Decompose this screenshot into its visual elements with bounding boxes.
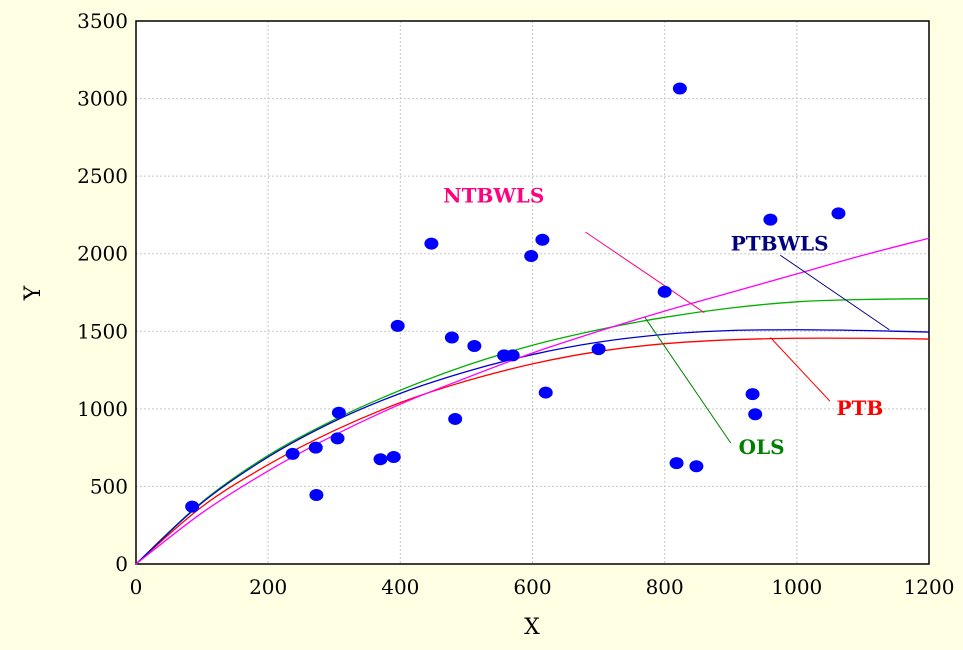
data-point	[689, 460, 704, 473]
x-tick-label: 800	[646, 575, 684, 599]
data-point	[524, 250, 539, 263]
y-tick-label: 1500	[77, 319, 128, 343]
annotation-line-ols	[644, 317, 732, 444]
data-point	[672, 82, 687, 95]
y-tick-label: 500	[90, 474, 128, 498]
series-label-ptb: PTB	[836, 396, 883, 420]
fitted-curves	[135, 237, 930, 565]
data-point	[763, 213, 778, 226]
grid-lines	[136, 21, 929, 564]
data-points	[185, 82, 846, 513]
y-axis-label: Y	[21, 285, 46, 301]
data-point	[185, 500, 200, 513]
x-tick-label: 1000	[771, 575, 822, 599]
data-point	[745, 388, 760, 401]
data-point	[505, 349, 520, 362]
y-tick-label: 2000	[77, 242, 128, 266]
curve-annotations: NTBWLS PTBWLS PTB OLS	[443, 184, 890, 459]
x-tick-label: 1200	[904, 575, 955, 599]
x-axis-label: X	[524, 615, 540, 640]
data-point	[331, 406, 346, 419]
data-point	[748, 408, 763, 421]
series-label-ntbwls: NTBWLS	[443, 184, 544, 208]
data-point	[535, 233, 550, 246]
y-tick-label: 3500	[77, 9, 128, 33]
data-point	[424, 237, 439, 250]
data-point	[308, 441, 323, 454]
y-tick-label: 3000	[77, 87, 128, 111]
plot-frame	[135, 20, 930, 565]
y-axis-ticks: 0 500 1000 1500 2000 2500 3000 3500	[77, 9, 128, 576]
annotation-line-ptb	[770, 337, 831, 402]
curve-ptbwls	[135, 329, 930, 565]
x-tick-label: 400	[381, 575, 419, 599]
data-point	[373, 453, 388, 466]
data-point	[448, 412, 463, 425]
data-point	[309, 488, 324, 501]
data-point	[591, 343, 606, 356]
data-point	[831, 207, 846, 220]
data-point	[669, 457, 684, 470]
x-axis-ticks: 0 200 400 600 800 1000 1200	[130, 575, 955, 599]
series-label-ptbwls: PTBWLS	[731, 232, 829, 256]
data-point	[386, 450, 401, 463]
data-point	[444, 331, 459, 344]
x-tick-label: 0	[130, 575, 143, 599]
x-tick-label: 200	[249, 575, 287, 599]
data-point	[467, 340, 482, 353]
data-point	[390, 319, 405, 332]
y-tick-label: 0	[115, 552, 128, 576]
curve-ols	[135, 298, 930, 565]
curve-ptb	[135, 337, 930, 565]
y-tick-label: 1000	[77, 397, 128, 421]
data-point	[538, 386, 553, 399]
annotation-line-ntbwls	[585, 231, 705, 314]
annotation-line-ptbwls	[780, 254, 890, 331]
x-tick-label: 600	[513, 575, 551, 599]
data-point	[330, 432, 345, 445]
data-point	[285, 447, 300, 460]
data-point	[657, 285, 672, 298]
y-tick-label: 2500	[77, 164, 128, 188]
series-label-ols: OLS	[739, 435, 785, 459]
curve-ntbwls	[135, 237, 930, 565]
